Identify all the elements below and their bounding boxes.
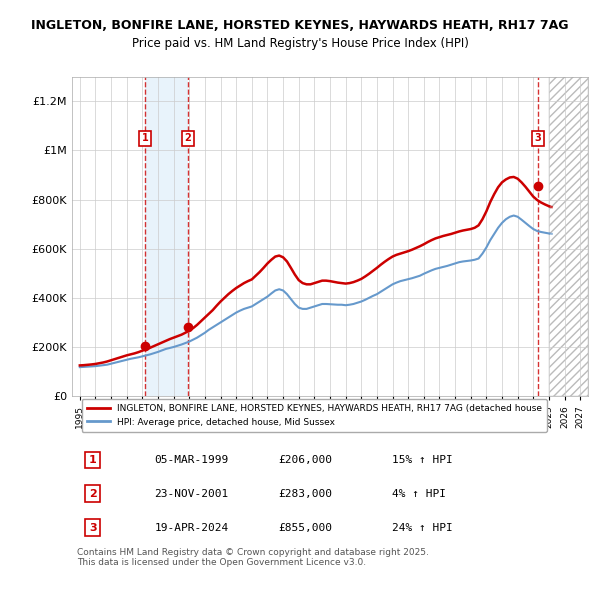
Text: 2: 2	[184, 133, 191, 143]
Text: Contains HM Land Registry data © Crown copyright and database right 2025.
This d: Contains HM Land Registry data © Crown c…	[77, 548, 429, 567]
Text: 4% ↑ HPI: 4% ↑ HPI	[392, 489, 446, 499]
Legend: INGLETON, BONFIRE LANE, HORSTED KEYNES, HAYWARDS HEATH, RH17 7AG (detached house: INGLETON, BONFIRE LANE, HORSTED KEYNES, …	[82, 399, 547, 432]
Bar	[549, 77, 588, 396]
Text: 24% ↑ HPI: 24% ↑ HPI	[392, 523, 452, 533]
Text: £283,000: £283,000	[278, 489, 332, 499]
Text: 05-MAR-1999: 05-MAR-1999	[155, 455, 229, 465]
Text: £206,000: £206,000	[278, 455, 332, 465]
Text: 1: 1	[89, 455, 97, 465]
Text: INGLETON, BONFIRE LANE, HORSTED KEYNES, HAYWARDS HEATH, RH17 7AG: INGLETON, BONFIRE LANE, HORSTED KEYNES, …	[31, 19, 569, 32]
Bar	[145, 77, 188, 396]
Text: Price paid vs. HM Land Registry's House Price Index (HPI): Price paid vs. HM Land Registry's House …	[131, 37, 469, 50]
Text: 3: 3	[89, 523, 97, 533]
Text: 2: 2	[89, 489, 97, 499]
Text: £855,000: £855,000	[278, 523, 332, 533]
Text: 3: 3	[535, 133, 541, 143]
Text: 1: 1	[142, 133, 149, 143]
Text: 19-APR-2024: 19-APR-2024	[155, 523, 229, 533]
Text: 23-NOV-2001: 23-NOV-2001	[155, 489, 229, 499]
Text: 15% ↑ HPI: 15% ↑ HPI	[392, 455, 452, 465]
